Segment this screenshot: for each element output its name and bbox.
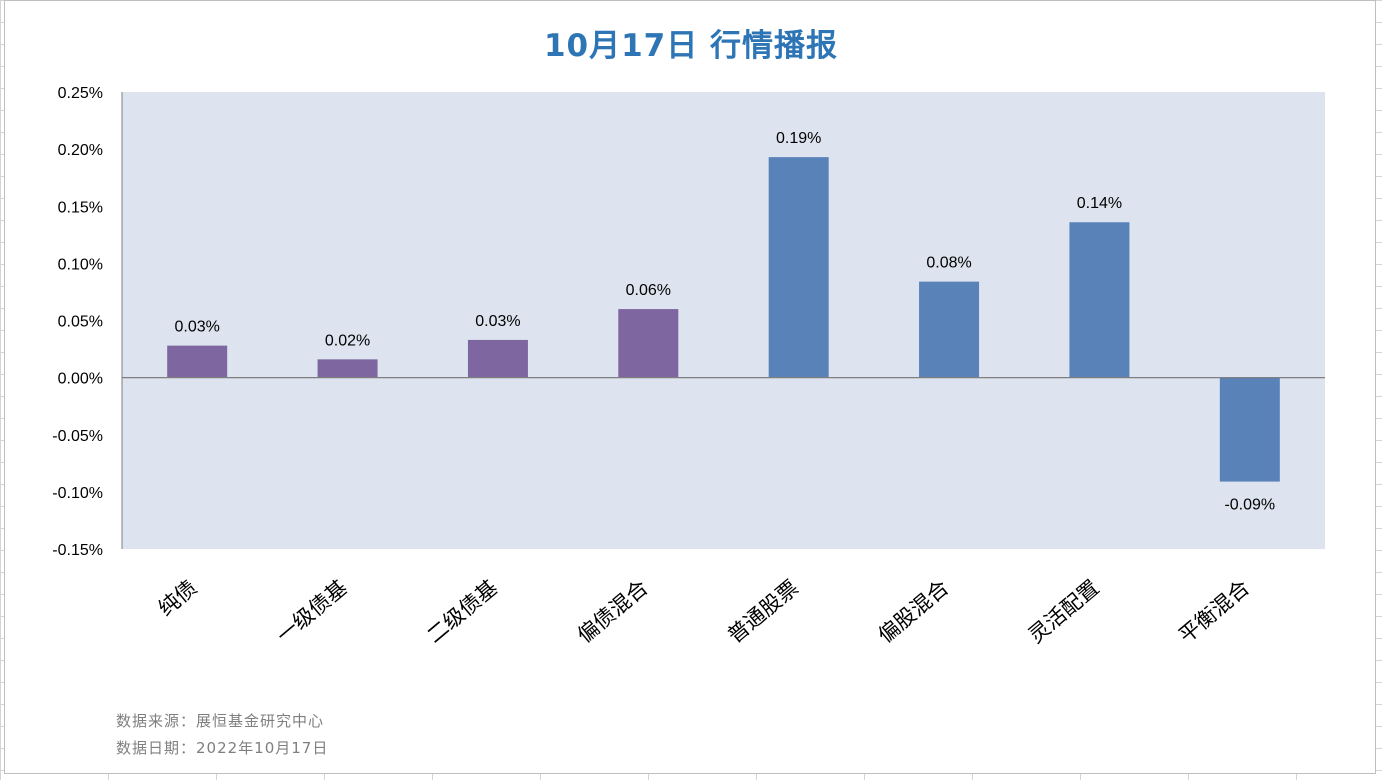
y-tick-label: -0.15% [52,542,103,559]
chart-title: 10月17日 行情播报 [543,28,839,64]
data-label: 0.14% [1077,195,1122,212]
data-label: 0.03% [475,313,520,330]
data-label: 0.06% [626,282,671,299]
x-tick-label: 偏股混合 [874,575,954,647]
x-tick-label: 偏债混合 [573,575,653,647]
data-labels: 0.03% 0.02% 0.03% 0.06% 0.19% 0.08% 0.14% -0.09… [175,130,1276,513]
bar [768,157,829,378]
data-label: 0.02% [325,332,370,349]
y-tick-label: 0.15% [58,199,103,216]
data-label: 0.08% [926,255,971,272]
y-tick-label: 0.20% [58,142,103,159]
bar [167,345,228,378]
x-axis-category-labels: 纯债 一级债基 二级债基 偏债混合 普通股票 偏股混合 灵活配置 平衡混合 [154,575,1254,647]
y-tick-label: 0.10% [58,256,103,273]
x-tick-label: 纯债 [154,575,202,620]
data-source-note: 数据来源：展恒基金研究中心 [116,712,325,730]
bar [1219,377,1280,482]
x-tick-label: 平衡混合 [1174,575,1254,647]
bar [618,309,679,378]
data-label: 0.19% [776,130,821,147]
bars [167,157,1280,482]
bar [317,359,378,378]
y-tick-label: 0.05% [58,314,103,331]
y-tick-label: 0.00% [58,371,103,388]
data-label: 0.03% [175,319,220,336]
bar [1069,222,1130,378]
data-date-note: 数据日期：2022年10月17日 [116,739,329,757]
x-tick-label: 普通股票 [723,575,803,647]
y-tick-label: -0.10% [52,485,103,502]
y-tick-label: 0.25% [58,85,103,102]
plot-area [122,92,1325,549]
bar [919,281,980,378]
y-axis-tick-labels: 0.25% 0.20% 0.15% 0.10% 0.05% 0.00% -0.05% -0.1… [52,85,103,559]
bar [467,339,528,378]
x-tick-label: 二级债基 [422,575,502,647]
y-tick-label: -0.05% [52,428,103,445]
data-label: -0.09% [1224,497,1275,514]
x-tick-label: 一级债基 [272,575,352,647]
x-tick-label: 灵活配置 [1024,575,1104,647]
